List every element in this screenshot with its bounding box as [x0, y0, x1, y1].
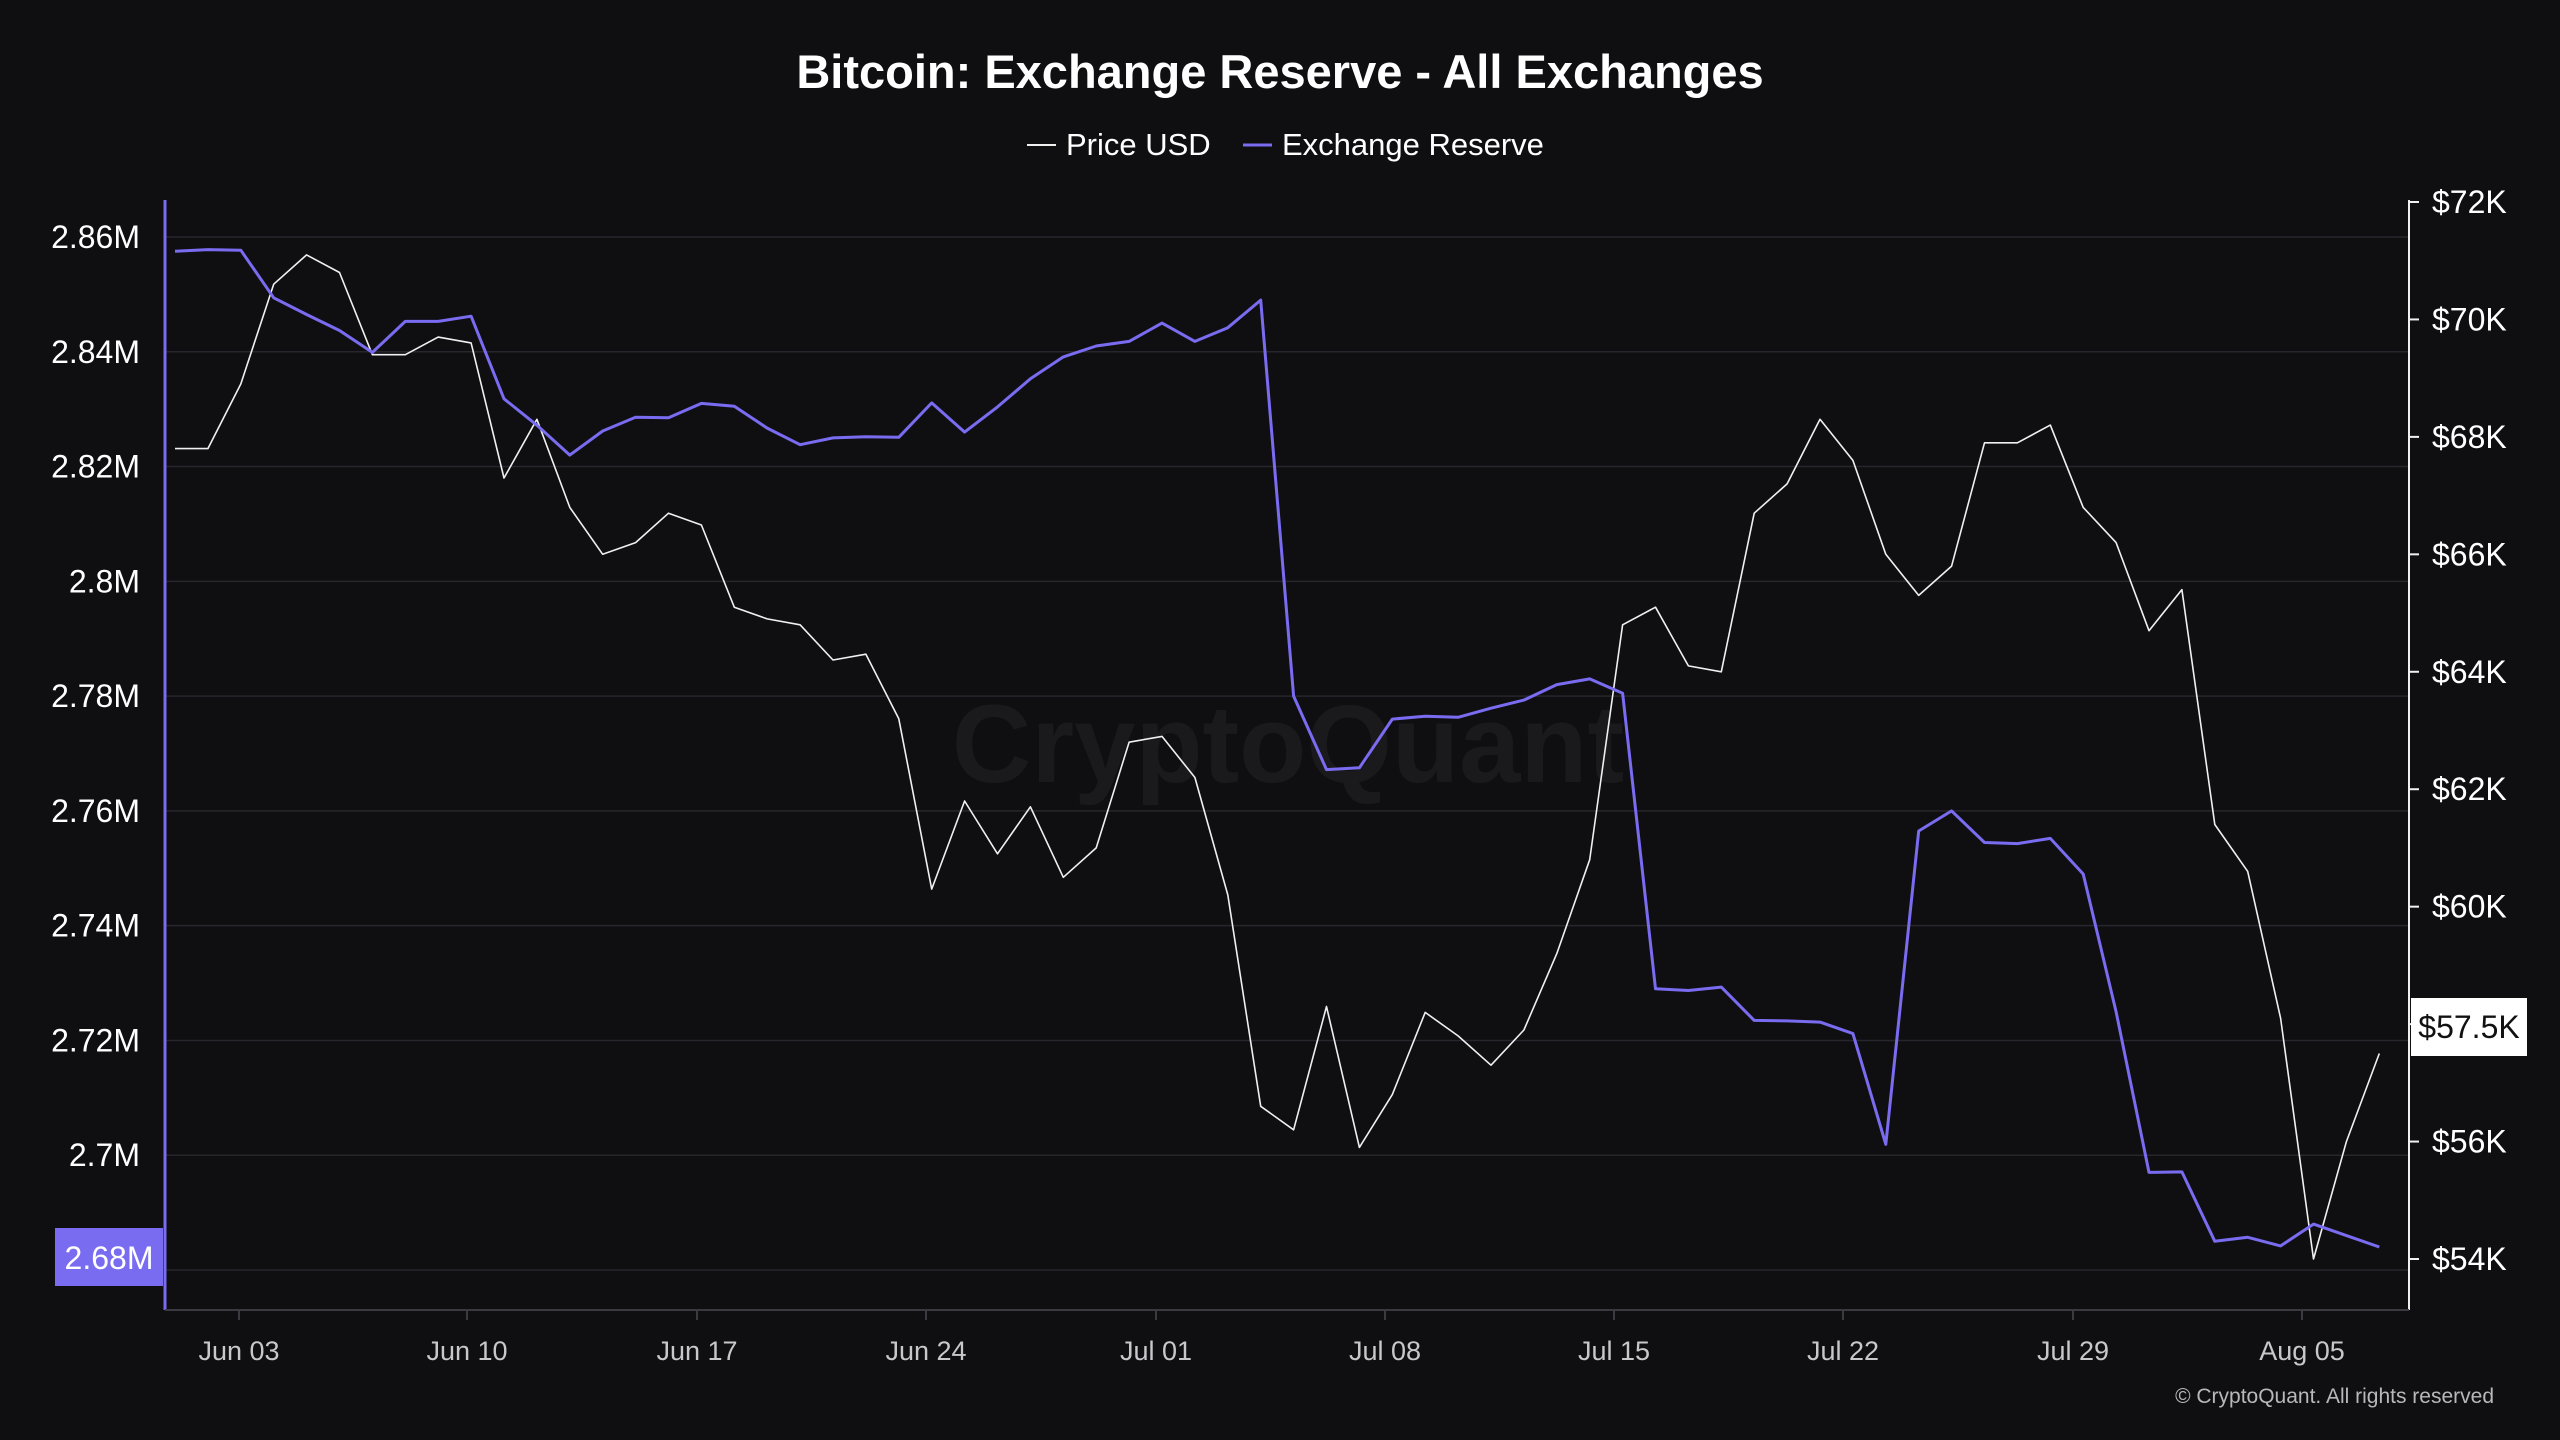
left-tick-label: 2.82M: [51, 449, 140, 485]
right-tick-label: $62K: [2432, 771, 2507, 807]
grid: [165, 236, 2409, 1271]
left-axis-ticks: 2.86M 2.84M 2.82M 2.8M 2.78M 2.76M 2.74M 2.72M 2…: [51, 219, 140, 1173]
left-current-badge-bg: [55, 1228, 163, 1286]
x-tick-label: Jun 03: [198, 1336, 279, 1366]
left-tick-label: 2.74M: [51, 908, 140, 944]
right-tick-label: $68K: [2432, 419, 2507, 455]
left-tick-label: 2.84M: [51, 334, 140, 370]
x-tick-label: Jul 08: [1349, 1336, 1421, 1366]
right-current-badge-label: $57.5K: [2418, 1009, 2519, 1045]
series: [174, 248, 2381, 1260]
x-tick-label: Jul 15: [1578, 1336, 1650, 1366]
x-axis-ticks: Jun 03 Jun 10 Jun 17 Jun 24 Jul 01 Jul 08 Jul …: [198, 1310, 2345, 1366]
left-current-badge-label: 2.68M: [65, 1240, 154, 1276]
left-tick-label: 2.78M: [51, 678, 140, 714]
right-tick-label: $72K: [2432, 184, 2507, 220]
legend-reserve-label: Exchange Reserve: [1282, 127, 1544, 162]
x-tick-label: Aug 05: [2259, 1336, 2345, 1366]
exchange-reserve-line: [174, 248, 2380, 1249]
chart-title: Bitcoin: Exchange Reserve - All Exchange…: [796, 45, 1763, 98]
right-tick-label: $64K: [2432, 654, 2507, 690]
legend: Price USD Exchange Reserve: [1027, 127, 1544, 162]
left-tick-label: 2.7M: [69, 1137, 140, 1173]
right-tick-label: $54K: [2432, 1241, 2507, 1277]
x-tick-label: Jul 01: [1120, 1336, 1192, 1366]
legend-price-label: Price USD: [1066, 127, 1211, 162]
right-tick-label: $70K: [2432, 301, 2507, 337]
footer-copyright: © CryptoQuant. All rights reserved: [2175, 1385, 2494, 1408]
right-current-badge: $57.5K: [2411, 998, 2527, 1056]
x-tick-label: Jul 22: [1807, 1336, 1879, 1366]
left-tick-label: 2.76M: [51, 793, 140, 829]
right-tick-label: $56K: [2432, 1124, 2507, 1160]
left-tick-label: 2.72M: [51, 1022, 140, 1058]
right-current-badge-bg: [2411, 998, 2527, 1056]
x-tick-label: Jul 29: [2037, 1336, 2109, 1366]
right-tick-label: $66K: [2432, 536, 2507, 572]
x-tick-label: Jun 10: [426, 1336, 507, 1366]
left-tick-label: 2.86M: [51, 219, 140, 255]
right-tick-label: $60K: [2432, 889, 2507, 925]
right-axis-ticks: $72K$70K$68K$66K$64K$62K$60K$58K$56K$54K: [2409, 184, 2507, 1277]
x-tick-label: Jun 24: [885, 1336, 966, 1366]
price-usd-line: [175, 254, 2381, 1260]
x-tick-label: Jun 17: [656, 1336, 737, 1366]
left-current-badge: 2.68M: [55, 1228, 163, 1286]
left-tick-label: 2.8M: [69, 563, 140, 599]
